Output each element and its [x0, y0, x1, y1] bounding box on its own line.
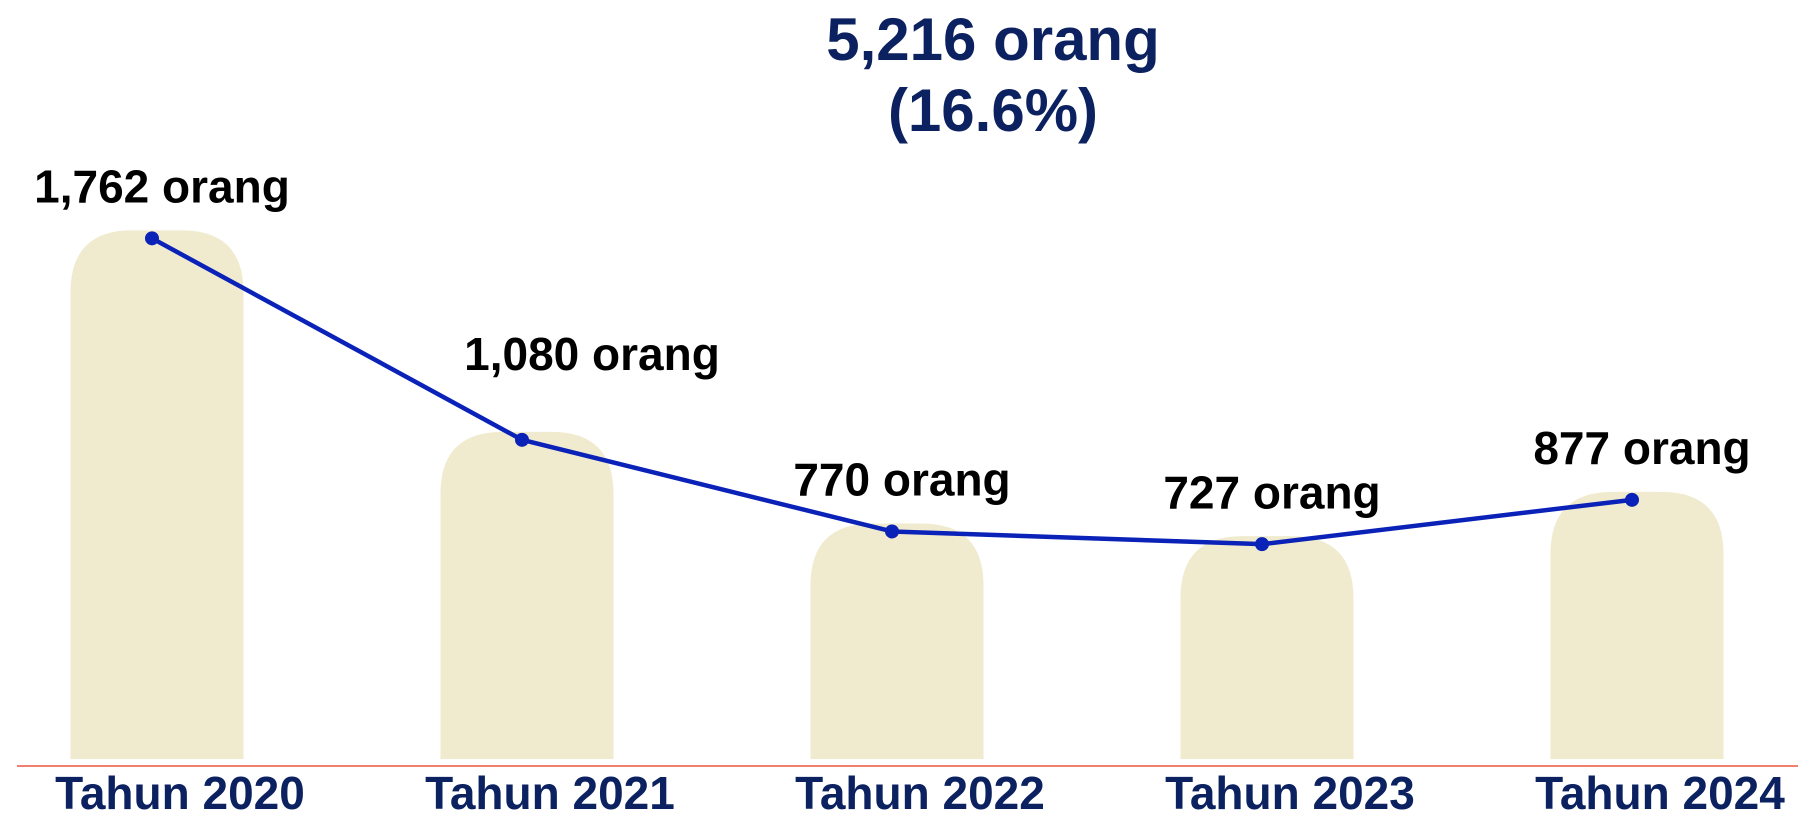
value-label: 1,080 orang [464, 328, 720, 380]
value-label: 770 orang [793, 454, 1010, 506]
chart-title: 5,216 orang [826, 6, 1160, 73]
point [1255, 537, 1269, 552]
x-tick-label: Tahun 2022 [795, 767, 1045, 818]
bar [1550, 491, 1724, 759]
bar [1180, 536, 1354, 759]
point [885, 524, 899, 539]
x-tick-label: Tahun 2023 [1165, 767, 1415, 818]
bar [810, 523, 984, 759]
x-tick-label: Tahun 2021 [425, 767, 675, 818]
chart-subtitle: (16.6%) [888, 77, 1098, 144]
value-label: 1,762 orang [34, 160, 290, 212]
point [1625, 492, 1639, 507]
x-tick-label: Tahun 2024 [1535, 767, 1785, 818]
bar [440, 431, 614, 759]
bar [70, 230, 244, 760]
value-label: 877 orang [1533, 422, 1750, 474]
point [515, 432, 529, 447]
value-label: 727 orang [1163, 466, 1380, 518]
point [145, 231, 159, 246]
x-tick-label: Tahun 2020 [55, 767, 305, 818]
